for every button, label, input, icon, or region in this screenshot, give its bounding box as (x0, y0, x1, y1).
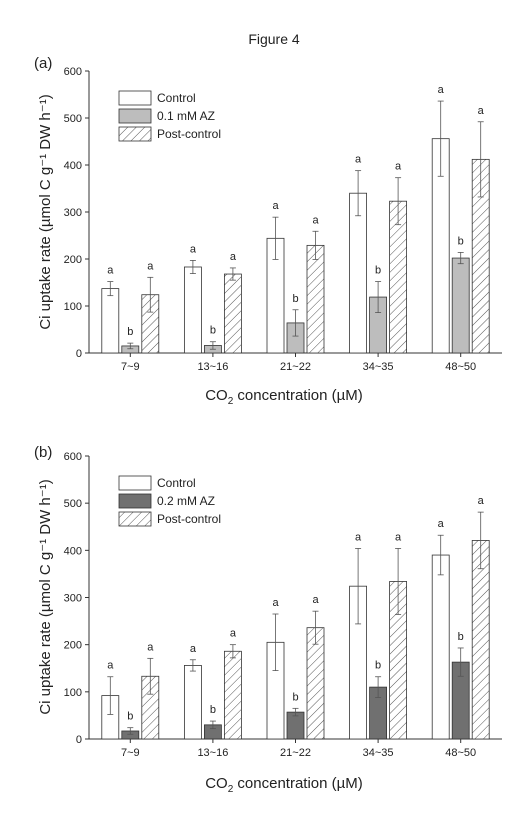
x-tick-label: 34~35 (363, 747, 394, 759)
x-tick-label: 7~9 (121, 361, 140, 373)
significance-letter: a (230, 251, 237, 263)
significance-letter: a (438, 518, 445, 530)
y-axis-label-a: Ci uptake rate (µmol C g⁻¹ DW h⁻¹) (37, 94, 54, 329)
significance-letter: a (107, 660, 114, 672)
legend-swatch (118, 475, 152, 491)
x-tick-label: 13~16 (197, 747, 228, 759)
bar (223, 273, 242, 354)
x-tick-label: 13~16 (197, 361, 228, 373)
legend-swatch (118, 511, 152, 527)
legend-label: Post-control (157, 512, 221, 526)
significance-letter: a (272, 200, 279, 212)
legend-label: Control (157, 91, 196, 105)
x-tick-label: 7~9 (121, 747, 140, 759)
legend-swatch (118, 126, 152, 142)
x-axis-label-b: CO2 concentration (µM) (205, 775, 363, 795)
significance-letter: a (478, 105, 485, 117)
legend-label: Post-control (157, 127, 221, 141)
y-tick-label: 0 (76, 734, 82, 746)
significance-letter: a (355, 531, 362, 543)
legend-label: Control (157, 476, 196, 490)
y-tick-label: 600 (64, 451, 82, 463)
bar (431, 554, 450, 740)
bar (471, 540, 490, 740)
x-axis-label-a: CO2 concentration (µM) (205, 387, 363, 407)
x-tick-label: 48~50 (445, 747, 476, 759)
y-tick-label: 400 (64, 160, 82, 172)
x-tick-label: 21~22 (280, 361, 311, 373)
bar (183, 665, 202, 740)
bar (349, 192, 368, 354)
y-tick-label: 600 (64, 66, 82, 78)
significance-letter: a (355, 154, 362, 166)
significance-letter: b (375, 265, 381, 277)
legend-label: 0.2 mM AZ (157, 494, 215, 508)
bar (451, 257, 470, 354)
x-tick-label: 48~50 (445, 361, 476, 373)
significance-letter: a (147, 260, 154, 272)
significance-letter: a (147, 641, 154, 653)
y-tick-label: 400 (64, 545, 82, 557)
bar (306, 244, 325, 354)
figure-title: Figure 4 (248, 31, 300, 47)
significance-letter: a (438, 84, 445, 96)
y-tick-label: 100 (64, 301, 82, 313)
significance-letter: a (478, 495, 485, 507)
significance-letter: a (190, 643, 197, 655)
significance-letter: a (107, 265, 114, 277)
significance-letter: a (312, 214, 319, 226)
y-axis-label-b: Ci uptake rate (µmol C g⁻¹ DW h⁻¹) (37, 479, 54, 714)
chart-panel-a: (a) Ci uptake rate (µmol C g⁻¹ DW h⁻¹) C… (34, 55, 502, 407)
y-tick-label: 500 (64, 113, 82, 125)
significance-letter: b (210, 325, 216, 337)
chart-panel-b: (b) Ci uptake rate (µmol C g⁻¹ DW h⁻¹) C… (34, 444, 502, 795)
significance-letter: a (230, 628, 237, 640)
x-tick-label: 34~35 (363, 361, 394, 373)
significance-letter: b (127, 326, 133, 338)
y-tick-label: 100 (64, 687, 82, 699)
y-tick-label: 0 (76, 348, 82, 360)
y-tick-label: 300 (64, 593, 82, 605)
legend-swatch (118, 108, 152, 124)
y-tick-label: 300 (64, 207, 82, 219)
panel-label-b: (b) (34, 444, 52, 461)
significance-letter: a (272, 597, 279, 609)
significance-letter: b (292, 293, 298, 305)
panel-label-a: (a) (34, 55, 52, 72)
significance-letter: b (458, 631, 464, 643)
significance-letter: b (127, 711, 133, 723)
legend-swatch (118, 493, 152, 509)
significance-letter: a (312, 594, 319, 606)
x-tick-label: 21~22 (280, 747, 311, 759)
y-tick-label: 200 (64, 640, 82, 652)
significance-letter: b (458, 235, 464, 247)
significance-letter: b (375, 660, 381, 672)
legend-swatch (118, 90, 152, 106)
y-tick-label: 200 (64, 254, 82, 266)
significance-letter: a (395, 531, 402, 543)
significance-letter: b (292, 691, 298, 703)
significance-letter: b (210, 704, 216, 716)
y-tick-label: 500 (64, 498, 82, 510)
significance-letter: a (190, 243, 197, 255)
bar (101, 288, 120, 354)
bar (183, 266, 202, 354)
significance-letter: a (395, 161, 402, 173)
legend-label: 0.1 mM AZ (157, 109, 215, 123)
bar (223, 650, 242, 740)
